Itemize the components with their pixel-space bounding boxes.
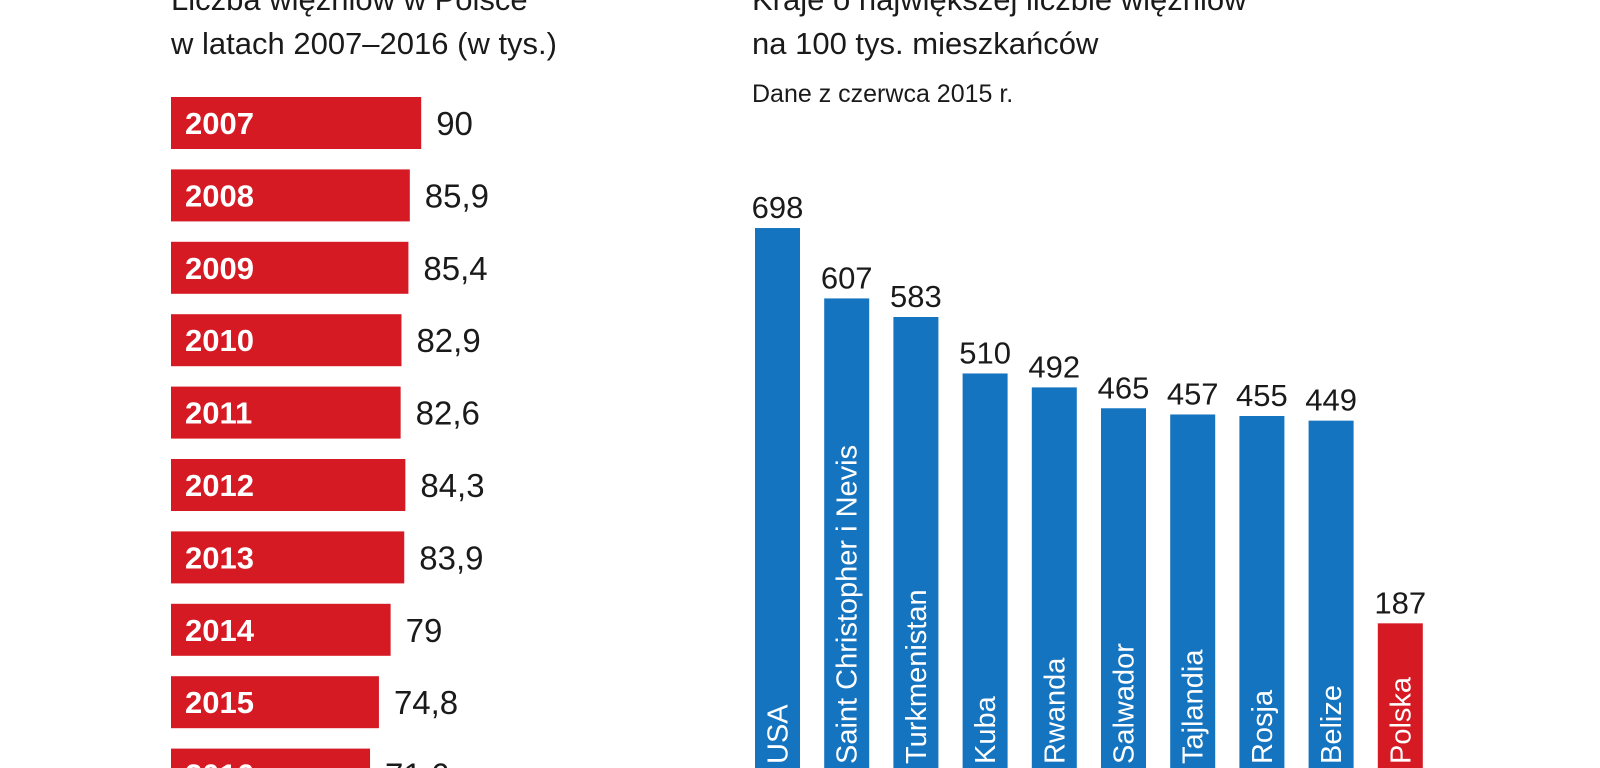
value-label-usa: 698: [752, 190, 804, 225]
bar-tajlandia: [1170, 414, 1216, 768]
bar-2012: [171, 459, 406, 511]
category-label-2011: 2011: [185, 396, 252, 431]
category-label-2013: 2013: [185, 540, 254, 575]
value-label-2016: 71,6: [385, 757, 449, 768]
value-label-2007: 90: [436, 105, 473, 142]
value-label-2009: 85,4: [423, 250, 487, 287]
right-chart-subtitle: Dane z czerwca 2015 r.: [752, 80, 1014, 108]
value-label-saint-christopher-i-nevis: 607: [821, 260, 873, 295]
bar-turkmenistan: [893, 316, 939, 768]
value-label-rwanda: 492: [1028, 349, 1080, 384]
bar-2016: [171, 748, 371, 768]
category-label-belize: Belize: [1316, 685, 1348, 764]
bar-polska: [1377, 623, 1423, 768]
value-label-belize: 449: [1305, 383, 1357, 418]
category-label-rwanda: Rwanda: [1039, 657, 1071, 764]
category-label-rosja: Rosja: [1247, 689, 1279, 764]
value-label-polska: 187: [1374, 585, 1426, 620]
category-label-2012: 2012: [185, 468, 254, 503]
bar-salwador: [1101, 408, 1146, 768]
category-label-saint-christopher-i-nevis: Saint Christopher i Nevis: [832, 445, 864, 764]
bar-2011: [171, 386, 401, 439]
value-label-kuba: 510: [959, 335, 1011, 370]
bar-2009: [171, 241, 409, 294]
category-label-2015: 2015: [185, 685, 254, 720]
category-label-2009: 2009: [185, 251, 254, 286]
value-label-2011: 82,6: [416, 395, 480, 432]
bar-usa: [755, 228, 800, 768]
category-label-kuba: Kuba: [970, 695, 1002, 764]
value-label-2008: 85,9: [425, 177, 489, 214]
bar-2007: [171, 97, 422, 149]
category-label-tajlandia: Tajlandia: [1178, 649, 1210, 764]
bar-2013: [171, 531, 405, 584]
left-chart-title: Liczba więźniów w Polsce w latach 2007–2…: [171, 0, 557, 66]
category-label-2016: 2016: [185, 758, 254, 768]
value-label-2014: 79: [406, 612, 443, 649]
category-label-2014: 2014: [185, 613, 255, 648]
prisoners-poland-bar-chart: 2007 90 2008 85,9 2009 85,4 2010 82,9 2011 82,6 20…: [171, 97, 489, 768]
left-chart-title-line-2: w latach 2007–2016 (w tys.): [171, 26, 557, 61]
bar-2015: [171, 676, 379, 729]
bar-saint-christopher-i-nevis: [824, 298, 870, 768]
category-label-turkmenistan: Turkmenistan: [901, 589, 933, 764]
bar-rosja: [1239, 416, 1285, 768]
category-label-salwador: Salwador: [1109, 643, 1141, 764]
right-chart-title-line-2: na 100 tys. mieszkańców: [752, 26, 1099, 61]
value-label-turkmenistan: 583: [890, 279, 942, 314]
value-label-tajlandia: 457: [1167, 376, 1219, 411]
value-label-salwador: 465: [1098, 370, 1150, 405]
bar-rwanda: [1031, 387, 1077, 768]
value-label-2010: 82,9: [416, 322, 480, 359]
bar-2008: [171, 169, 410, 222]
value-label-rosja: 455: [1236, 378, 1288, 413]
value-label-2015: 74,8: [394, 684, 458, 721]
right-chart-title: Kraje o największej liczbie więźniów na …: [752, 0, 1247, 66]
value-label-2012: 84,3: [420, 467, 484, 504]
bar-2014: [171, 603, 391, 656]
category-label-2008: 2008: [185, 178, 254, 213]
left-chart-title-line-1: Liczba więźniów w Polsce: [171, 0, 557, 22]
bar-kuba: [962, 373, 1008, 768]
right-chart-title-line-1: Kraje o największej liczbie więźniów: [752, 0, 1247, 22]
category-label-polska: Polska: [1385, 676, 1417, 764]
category-label-2007: 2007: [185, 106, 254, 141]
category-label-usa: USA: [763, 704, 795, 764]
bar-2010: [171, 314, 402, 367]
value-label-2013: 83,9: [419, 539, 483, 576]
bar-belize: [1308, 420, 1354, 768]
category-label-2010: 2010: [185, 323, 254, 358]
